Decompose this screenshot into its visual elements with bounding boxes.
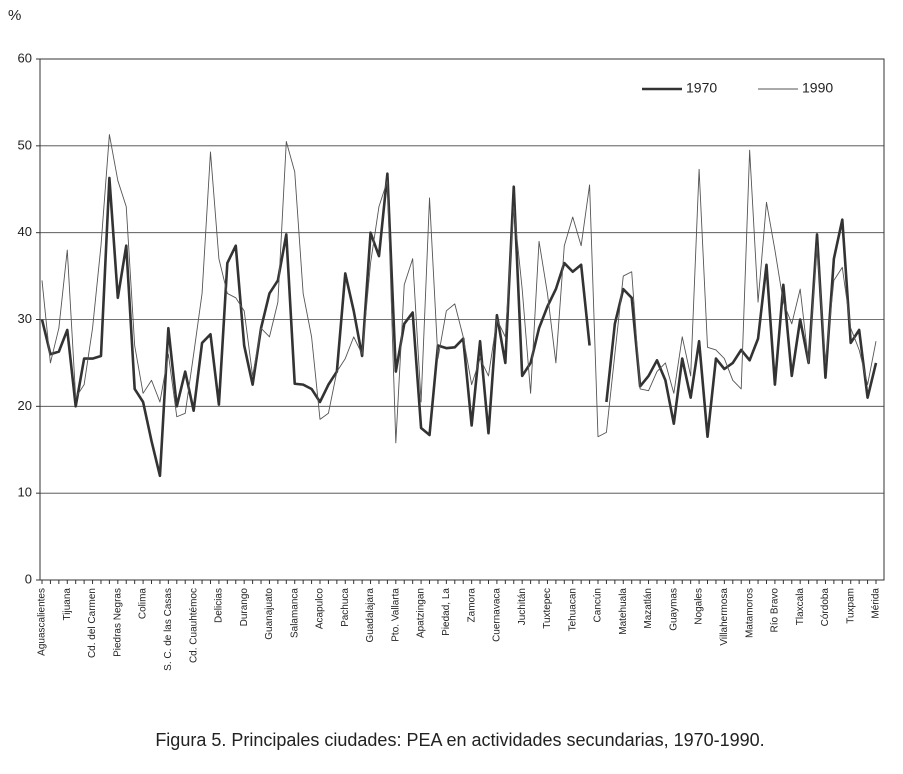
- x-tick-label: Aguascalientes: [37, 588, 48, 656]
- x-tick-label: Juchitán: [517, 588, 528, 625]
- x-tick-label: Río Bravo: [770, 588, 781, 633]
- series-line: [41, 134, 877, 444]
- x-tick-label: Tijuana: [62, 588, 73, 621]
- chart-title: Figura 5. Principales ciudades: PEA en a…: [155, 730, 764, 750]
- x-tick-label: Cuernavaca: [492, 588, 503, 642]
- x-tick-label: Villahermosa: [719, 588, 730, 646]
- y-tick-label: 0: [25, 571, 32, 586]
- x-tick-label: Tehuacan: [567, 588, 578, 631]
- x-tick-label: Pto. Vallarta: [390, 588, 401, 642]
- x-tick-label: Apatzingan: [416, 588, 427, 638]
- x-tick-label: Guanajuato: [264, 588, 275, 640]
- y-tick-label: 20: [18, 398, 32, 413]
- x-tick-label: Nogales: [694, 588, 705, 625]
- y-tick-label: 50: [18, 137, 32, 152]
- y-tick-label: 10: [18, 485, 32, 500]
- legend-label: 1990: [802, 80, 833, 96]
- y-tick-label: 40: [18, 224, 32, 239]
- x-tick-label: Cd. del Carmen: [87, 588, 98, 658]
- x-tick-label: Matamoros: [744, 588, 755, 638]
- x-tick-label: Piedad, La: [441, 588, 452, 636]
- x-tick-label: Acapulco: [315, 588, 326, 630]
- x-tick-label: Salamanca: [289, 588, 300, 638]
- x-tick-label: Mérida: [871, 588, 882, 619]
- plot-frame: [39, 58, 885, 581]
- y-tick-label: 30: [18, 311, 32, 326]
- x-tick-label: Guadalajara: [365, 588, 376, 643]
- x-tick-label: Delicias: [214, 588, 225, 623]
- x-tick-label: Durango: [239, 588, 250, 627]
- x-tick-label: Tuxpam: [845, 588, 856, 624]
- x-tick-label: Cd. Cuauhtémoc: [188, 588, 199, 663]
- x-tick-label: Colima: [138, 588, 149, 620]
- x-tick-label: Tuxtepec: [542, 588, 553, 629]
- x-tick-label: Cancún: [593, 588, 604, 622]
- x-tick-label: Matehuala: [618, 588, 629, 635]
- x-tick-label: Mazatlán: [643, 588, 654, 629]
- y-axis-label: %: [8, 7, 21, 24]
- y-tick-label: 60: [18, 50, 32, 65]
- x-tick-label: Zamora: [466, 588, 477, 623]
- x-tick-label: Córdoba: [820, 588, 831, 627]
- x-tick-label: Piedras Negras: [112, 588, 123, 657]
- series-line: [40, 172, 878, 478]
- x-tick-label: S. C. de las Casas: [163, 588, 174, 671]
- x-tick-label: Tlaxcala: [795, 588, 806, 626]
- legend-label: 1970: [686, 80, 717, 96]
- x-tick-label: Guaymas: [668, 588, 679, 631]
- x-tick-label: Pachuca: [340, 588, 351, 627]
